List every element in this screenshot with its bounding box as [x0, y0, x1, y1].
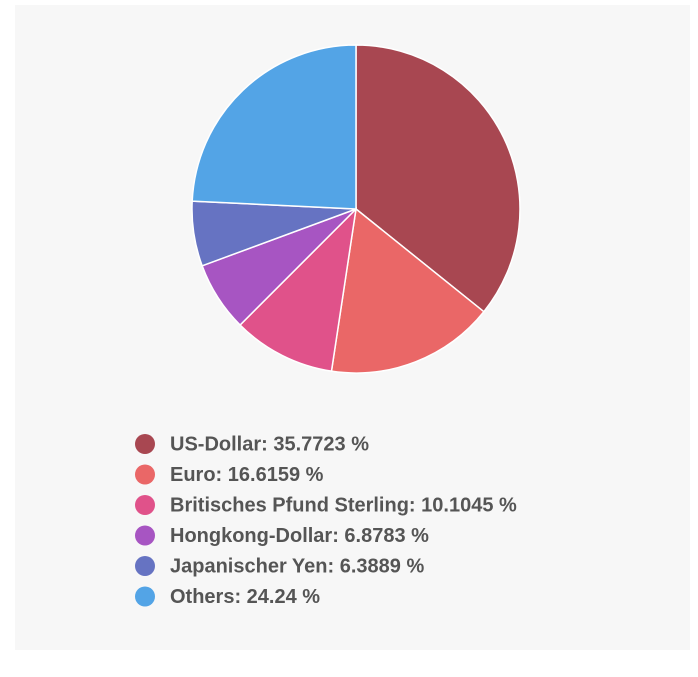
legend-label: Japanischer Yen: 6.3889 % — [170, 555, 424, 577]
legend-label: Euro: 16.6159 % — [170, 464, 324, 486]
legend-label: Others: 24.24 % — [170, 586, 320, 608]
legend-marker — [135, 495, 155, 515]
legend-marker — [135, 586, 155, 607]
pie-slice — [239, 206, 358, 373]
legend-marker — [135, 525, 155, 546]
pie-slice — [330, 207, 485, 374]
legend-label: US-Dollar: 35.7723 % — [170, 433, 369, 455]
legend-marker — [135, 556, 155, 576]
legend-label: Britisches Pfund Sterling: 10.1045 % — [170, 494, 517, 516]
legend-marker — [135, 464, 155, 485]
pie-slice — [191, 44, 357, 210]
legend-marker — [135, 434, 155, 454]
pie-slice — [355, 44, 521, 313]
legend-label: Hongkong-Dollar: 6.8783 % — [170, 525, 429, 547]
